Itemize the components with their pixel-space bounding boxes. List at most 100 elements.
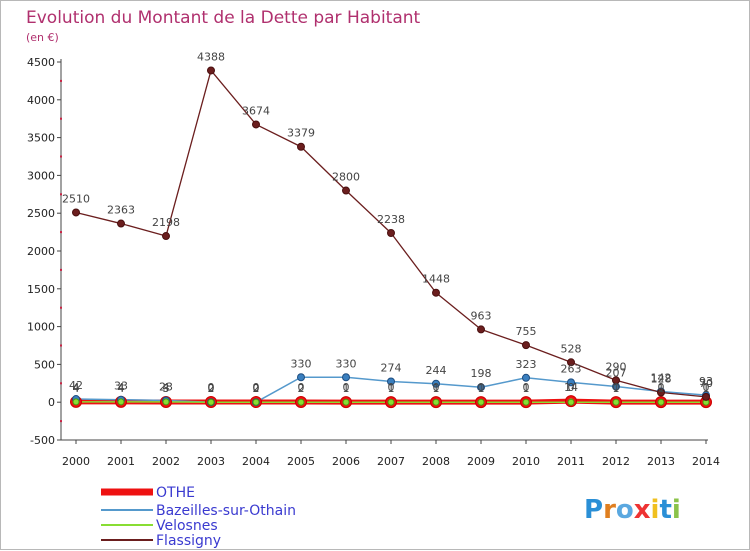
x-tick-label: 2014	[692, 455, 720, 468]
data-label: 0	[433, 381, 440, 394]
x-tick-label: 2002	[152, 455, 180, 468]
data-label: 70	[699, 377, 713, 390]
data-point	[388, 399, 394, 405]
data-label: 330	[336, 357, 357, 370]
data-point	[478, 326, 485, 333]
brand-letter: o	[616, 495, 634, 525]
data-point	[523, 399, 529, 405]
y-tick-label: 4000	[27, 94, 55, 107]
brand-letter: i	[651, 495, 660, 525]
x-tick-label: 2006	[332, 455, 360, 468]
data-point	[343, 187, 350, 194]
legend-label-3: Flassigny	[156, 533, 221, 549]
data-point	[433, 399, 439, 405]
data-label: 4	[163, 381, 170, 394]
y-tick-label: 500	[34, 358, 55, 371]
data-point	[208, 399, 214, 405]
x-tick-label: 2004	[242, 455, 270, 468]
data-label: 290	[606, 360, 627, 373]
data-point	[658, 399, 664, 405]
data-point	[163, 399, 169, 405]
x-tick-label: 2012	[602, 455, 630, 468]
data-point	[253, 121, 260, 128]
chart-title: Evolution du Montant de la Dette par Hab…	[26, 8, 421, 28]
legend-label-1: Bazeilles-sur-Othain	[156, 503, 296, 519]
y-tick-label: 2500	[27, 207, 55, 220]
brand-letter: i	[672, 495, 681, 525]
data-label: 1448	[422, 273, 450, 286]
brand-logo: ProxitiProxiti	[584, 495, 681, 525]
y-tick-label: 3500	[27, 132, 55, 145]
data-point	[388, 230, 395, 237]
data-label: 3674	[242, 104, 270, 117]
data-label: 263	[561, 362, 582, 375]
data-label: 755	[516, 325, 537, 338]
data-label: 0	[613, 381, 620, 394]
data-label: 323	[516, 358, 537, 371]
data-label: 128	[651, 373, 672, 386]
y-tick-label: 1000	[27, 321, 55, 334]
data-label: 963	[471, 309, 492, 322]
data-point	[73, 209, 80, 216]
data-point	[478, 399, 484, 405]
data-point	[343, 399, 349, 405]
x-tick-label: 2001	[107, 455, 135, 468]
data-label: 4	[118, 381, 125, 394]
data-label: 0	[208, 381, 215, 394]
data-label: 528	[561, 342, 582, 355]
data-point	[433, 289, 440, 296]
data-label: 2238	[377, 213, 405, 226]
data-label: 0	[388, 381, 395, 394]
y-tick-label: 1500	[27, 283, 55, 296]
brand-letter: r	[603, 495, 616, 525]
y-tick-label: 0	[48, 396, 55, 409]
y-tick-label: 3000	[27, 169, 55, 182]
legend-label-2: Velosnes	[156, 518, 218, 534]
data-label: 274	[381, 361, 402, 374]
data-point	[253, 399, 259, 405]
x-tick-label: 2000	[62, 455, 90, 468]
data-label: 244	[426, 364, 447, 377]
data-label: 198	[471, 367, 492, 380]
data-label: 0	[568, 381, 575, 394]
data-label: 0	[523, 381, 530, 394]
series-layer	[71, 67, 712, 408]
data-label: 2800	[332, 171, 360, 184]
data-label: 0	[253, 381, 260, 394]
data-label: 2198	[152, 216, 180, 229]
data-label: 0	[343, 381, 350, 394]
legend: OTHE Bazeilles-sur-OthainVelosnesFlassign…	[101, 485, 296, 549]
data-label: 0	[478, 381, 485, 394]
data-point	[298, 399, 304, 405]
data-label: 330	[291, 357, 312, 370]
chart-subtitle: (en €)	[26, 31, 59, 44]
x-tick-label: 2010	[512, 455, 540, 468]
data-point	[208, 67, 215, 74]
x-tick-label: 2008	[422, 455, 450, 468]
x-tick-label: 2005	[287, 455, 315, 468]
y-tick-label: -500	[30, 434, 55, 447]
brand-letter: x	[634, 495, 651, 525]
brand-letter: t	[659, 495, 671, 525]
data-point	[298, 374, 305, 381]
data-point	[343, 374, 350, 381]
data-label: 2510	[62, 192, 90, 205]
data-label: 4	[73, 381, 80, 394]
legend-label-0: OTHE	[156, 485, 195, 501]
x-tick-label: 2011	[557, 455, 585, 468]
y-tick-label: 4500	[27, 56, 55, 69]
data-label: 0	[298, 381, 305, 394]
y-tick-label: 2000	[27, 245, 55, 258]
brand-letter: P	[584, 495, 603, 525]
data-point	[613, 399, 619, 405]
data-point	[523, 342, 530, 349]
data-label: 2363	[107, 204, 135, 217]
x-tick-label: 2007	[377, 455, 405, 468]
data-point	[568, 399, 574, 405]
data-label: 3379	[287, 127, 315, 140]
data-point	[298, 143, 305, 150]
x-tick-label: 2013	[647, 455, 675, 468]
